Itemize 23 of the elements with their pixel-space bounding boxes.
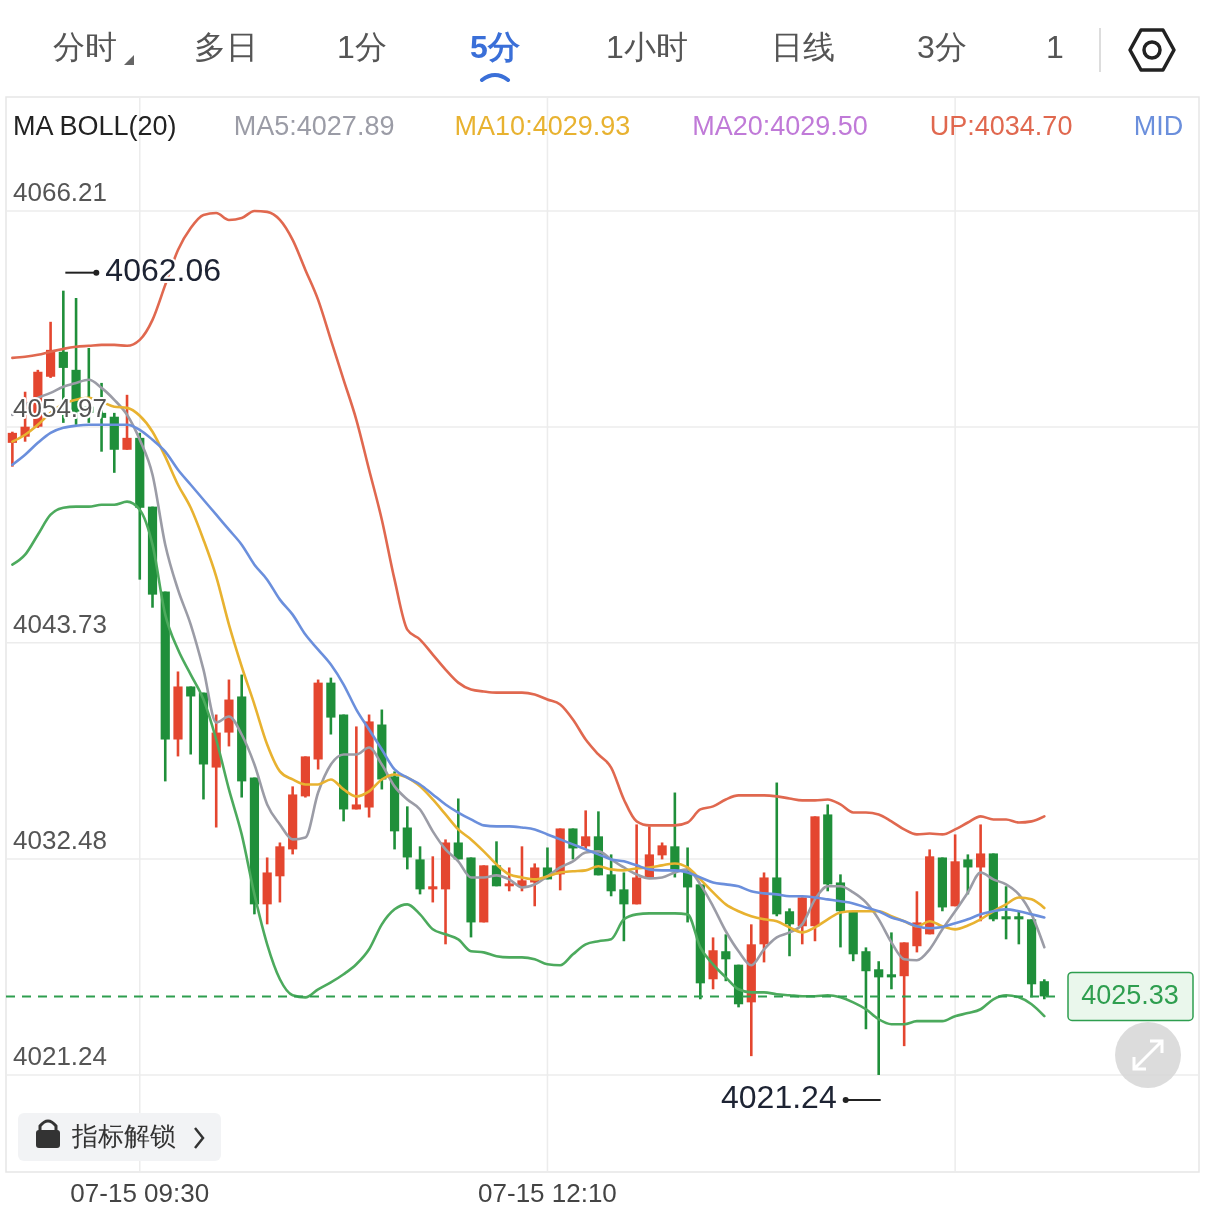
text: MID [1133,111,1184,142]
text: 1分 [337,29,387,66]
annotation: 指标解锁 [71,1120,176,1151]
ref-line-label: 4025.33 [1081,979,1179,1010]
y-tick-label: 4032.48 [13,825,107,856]
x-tick-label: 07-15 12:10 [478,1178,617,1208]
text: UP:4034.70 [929,111,1073,142]
text: 5分 [470,29,520,66]
y-tick-label: 4021.24 [13,1040,107,1071]
text: 3分 [917,29,967,66]
legend-title: MA BOLL(20) [13,111,177,142]
text: 1 [1046,29,1064,66]
x-tick-label: 07-15 09:30 [70,1178,210,1208]
text: 日线 [771,29,835,66]
text: 分时 [53,29,117,66]
annotation: 4021.24 [721,1079,837,1116]
text: 1小时 [606,29,688,66]
text: MA5:4027.89 [233,111,395,142]
y-tick-label: 4066.21 [13,176,107,207]
legend-label: MA20:4029.50 [692,111,868,142]
text: MA10:4029.93 [454,111,631,142]
y-tick-label: 4043.73 [13,608,107,639]
text: 多日 [194,29,258,66]
